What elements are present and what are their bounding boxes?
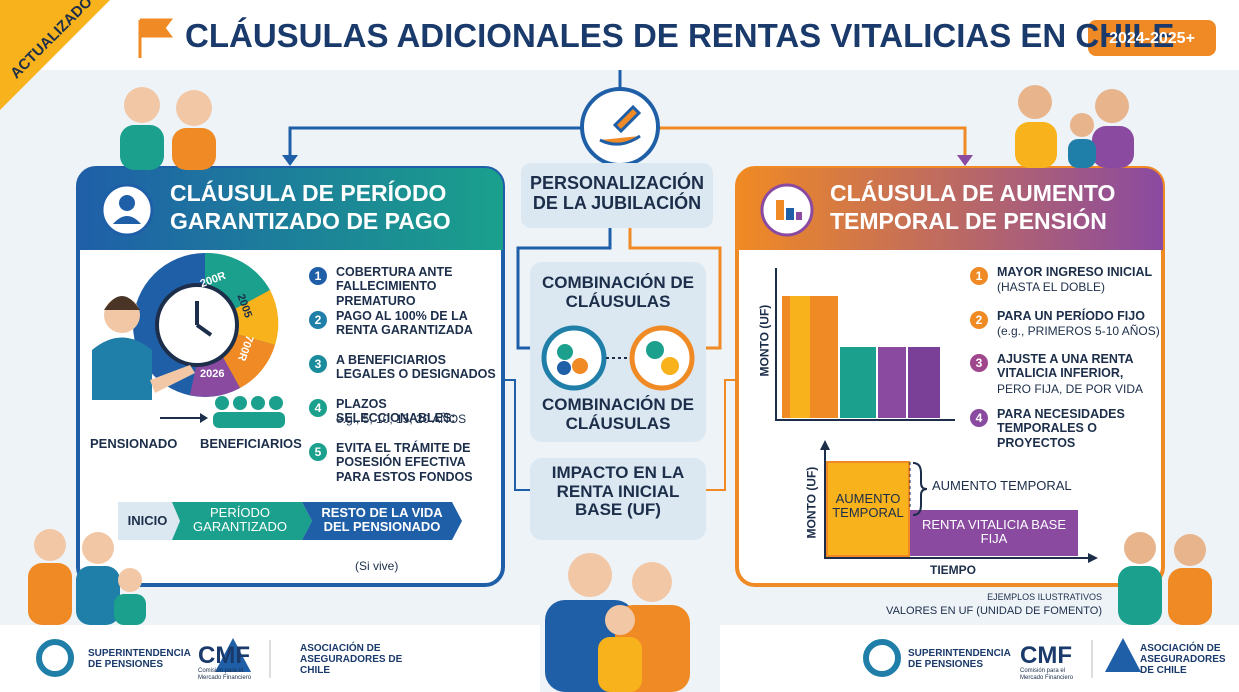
flow-step: RESTO DE LA VIDA DEL PENSIONADO	[321, 505, 443, 535]
flow-note: (Si vive)	[355, 559, 399, 573]
logo-cmf-sub: Comisión para el Mercado Financiero	[1020, 668, 1074, 681]
boost-box-label: AUMENTO TEMPORAL	[832, 491, 904, 521]
flow-step: PERÍODO GARANTIZADO	[193, 505, 287, 535]
item-text: A BENEFICIARIOS LEGALES O DESIGNADOS	[336, 353, 496, 382]
center-title: PERSONALIZACIÓN DE LA JUBILACIÓN	[529, 173, 704, 213]
item-text: PARA NECESIDADES TEMPORALES O PROYECTOS	[997, 407, 1125, 450]
item-text: PLAZOS SELECCIONABLES:	[336, 397, 456, 426]
note: VALORES EN UF (UNIDAD DE FOMENTO)	[886, 605, 1102, 617]
logo-cmf-sub: Comisión para el Mercado Financiero	[198, 668, 252, 681]
item-note: (HASTA EL DOBLE)	[997, 280, 1106, 294]
item-note: e.g., 5, 10, 15, 20 AÑOS	[336, 412, 467, 426]
logo-cmf: CMF	[1020, 642, 1072, 669]
item-text: EVITA EL TRÁMITE DE POSESIÓN EFECTIVA PA…	[336, 441, 473, 484]
logo-aach: ASOCIACIÓN DE ASEGURADORES DE CHILE	[1140, 643, 1226, 676]
item-number: 3	[970, 354, 988, 372]
title: CLÁUSULAS ADICIONALES DE RENTAS VITALICI…	[185, 17, 1175, 54]
combination-top: COMBINACIÓN DE CLÁUSULAS	[541, 273, 695, 311]
item-number: 2	[309, 311, 327, 329]
base-label: RENTA VITALICIA BASE FIJA	[921, 517, 1066, 547]
impact: IMPACTO EN LA RENTA INICIAL BASE (UF)	[551, 463, 685, 520]
logo-aach: ASOCIACIÓN DE ASEGURADORES DE CHILE	[300, 643, 403, 676]
clock-label: 2026	[200, 368, 225, 380]
item-note: PERO FIJA, DE POR VIDA	[997, 382, 1144, 396]
combination-bottom: COMBINACIÓN DE CLÁUSULAS	[541, 395, 695, 433]
chart2-y-label: MONTO (UF)	[804, 466, 819, 539]
item-number: 4	[309, 399, 327, 417]
item-note: (e.g., PRIMEROS 5-10 AÑOS)	[997, 324, 1160, 338]
years-badge: 2024-2025+	[1109, 30, 1195, 47]
item-number: 3	[309, 355, 327, 373]
item-number: 5	[309, 443, 327, 461]
pensioner-label: PENSIONADO	[90, 436, 178, 451]
note: EJEMPLOS ILUSTRATIVOS	[987, 592, 1102, 602]
boost-label: AUMENTO TEMPORAL	[932, 478, 1072, 493]
logo-sp: SUPERINTENDENCIA DE PENSIONES	[908, 648, 1011, 670]
flow-step: INICIO	[127, 513, 168, 528]
chart1-y-label: MONTO (UF)	[757, 304, 772, 377]
item-number: 1	[970, 267, 988, 285]
item-text: MAYOR INGRESO INICIAL	[997, 265, 1153, 279]
item-text: PAGO AL 100% DE LA RENTA GARANTIZADA	[336, 309, 473, 338]
right-title: CLÁUSULA DE AUMENTO TEMPORAL DE PENSIÓN	[830, 180, 1116, 234]
item-text: PARA UN PERÍODO FIJO	[997, 309, 1145, 323]
logo-sp: SUPERINTENDENCIA DE PENSIONES	[88, 648, 191, 670]
item-text: COBERTURA ANTE FALLECIMIENTO PREMATURO	[336, 265, 453, 308]
item-number: 4	[970, 409, 988, 427]
item-text: AJUSTE A UNA RENTA VITALICIA INFERIOR,	[997, 352, 1134, 381]
left-title: CLÁUSULA DE PERÍODO GARANTIZADO DE PAGO	[170, 180, 451, 234]
item-number: 2	[970, 311, 988, 329]
item-number: 1	[309, 267, 327, 285]
chart2-x-label: TIEMPO	[930, 563, 977, 577]
logo-cmf: CMF	[198, 642, 250, 669]
beneficiaries-label: BENEFICIARIOS	[200, 436, 302, 451]
